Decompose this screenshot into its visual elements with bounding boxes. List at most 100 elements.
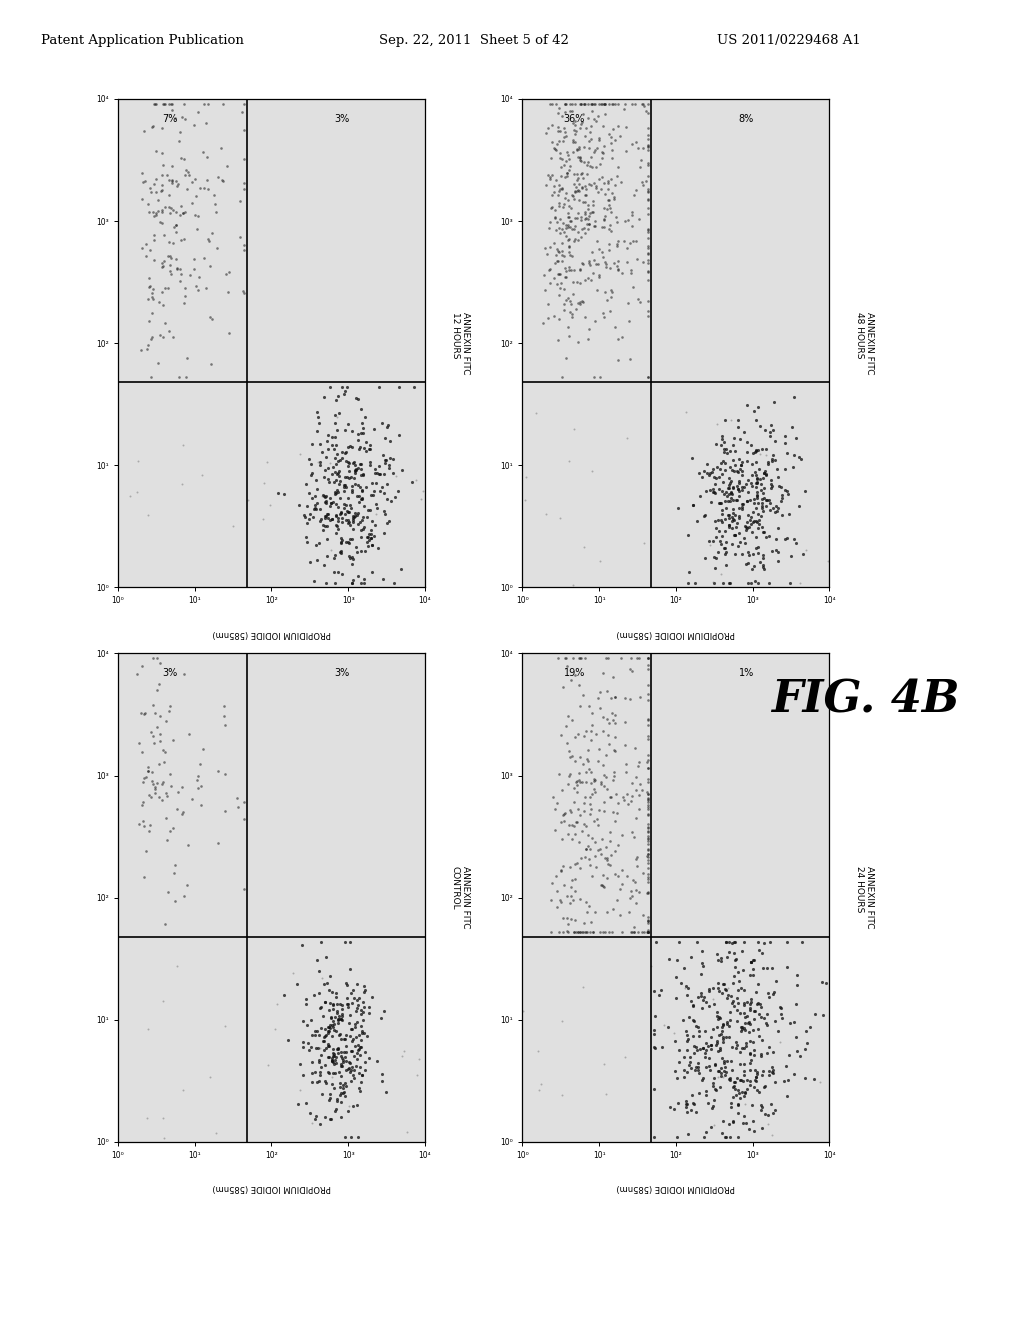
Point: [590, 814, 606, 836]
Point: [344, 510, 360, 531]
Point: [714, 1047, 730, 1068]
Point: [748, 440, 764, 461]
Point: [731, 506, 748, 527]
Point: [589, 279, 605, 300]
Point: [549, 251, 565, 272]
Point: [727, 525, 743, 546]
Point: [755, 495, 771, 516]
Point: [568, 120, 585, 141]
Point: [172, 259, 188, 280]
Text: 1%: 1%: [739, 668, 754, 678]
Point: [330, 1043, 346, 1064]
Point: [640, 813, 656, 834]
Point: [409, 1065, 425, 1086]
Point: [714, 525, 730, 546]
Point: [706, 1067, 722, 1088]
Point: [143, 367, 160, 388]
Point: [563, 304, 580, 325]
Point: [745, 488, 762, 510]
Point: [324, 1049, 340, 1071]
Point: [561, 244, 578, 265]
Point: [236, 791, 252, 812]
Point: [770, 517, 786, 539]
Point: [348, 459, 365, 480]
Point: [357, 477, 374, 498]
Point: [553, 725, 569, 746]
Point: [300, 449, 316, 470]
Point: [604, 140, 621, 161]
Point: [269, 483, 286, 504]
Point: [788, 1026, 805, 1047]
Point: [733, 479, 750, 500]
Point: [640, 153, 656, 174]
Point: [630, 921, 646, 942]
Point: [574, 754, 591, 775]
Point: [569, 181, 586, 202]
Point: [325, 1011, 341, 1032]
Point: [555, 855, 571, 876]
Point: [542, 218, 558, 239]
Point: [640, 846, 656, 867]
Point: [690, 1059, 707, 1080]
Point: [610, 230, 627, 251]
Point: [323, 1007, 339, 1028]
Point: [723, 1093, 739, 1114]
Point: [758, 1012, 774, 1034]
Point: [622, 232, 638, 253]
Point: [333, 1107, 349, 1129]
Point: [538, 123, 554, 144]
Point: [351, 437, 368, 458]
Point: [748, 1067, 764, 1088]
Point: [717, 1126, 733, 1147]
Point: [764, 540, 780, 561]
Point: [631, 799, 647, 820]
Point: [562, 747, 579, 768]
Point: [186, 115, 203, 136]
Point: [546, 306, 562, 327]
Point: [571, 136, 588, 157]
Point: [122, 484, 138, 506]
Point: [564, 306, 581, 327]
Point: [554, 106, 570, 127]
Point: [586, 94, 602, 115]
Point: [331, 403, 347, 424]
Point: [135, 172, 152, 193]
Point: [755, 521, 771, 543]
Point: [319, 1016, 336, 1038]
Point: [585, 921, 601, 942]
Point: [599, 680, 615, 701]
Point: [317, 572, 334, 593]
Point: [555, 300, 571, 321]
Point: [692, 982, 709, 1003]
Point: [762, 499, 778, 520]
Point: [319, 1047, 336, 1068]
Point: [588, 857, 604, 878]
Point: [736, 477, 753, 498]
Point: [734, 451, 751, 473]
Point: [609, 166, 626, 187]
Point: [577, 191, 593, 213]
Point: [312, 1065, 329, 1086]
Point: [331, 1061, 347, 1082]
Point: [726, 510, 742, 531]
Point: [599, 709, 615, 730]
Point: [353, 1065, 370, 1086]
Point: [695, 1068, 712, 1089]
Point: [569, 230, 586, 251]
Point: [764, 1056, 780, 1077]
Point: [741, 1014, 758, 1035]
Point: [336, 480, 352, 502]
Point: [730, 1102, 746, 1123]
Point: [725, 1086, 741, 1107]
Point: [720, 478, 736, 499]
Point: [313, 442, 330, 463]
Point: [760, 1113, 776, 1134]
Point: [599, 648, 615, 669]
Point: [680, 1123, 696, 1144]
Point: [640, 833, 656, 854]
Point: [536, 264, 552, 285]
Point: [299, 1015, 315, 1036]
Point: [377, 428, 393, 449]
Point: [587, 312, 603, 333]
Point: [640, 714, 656, 735]
